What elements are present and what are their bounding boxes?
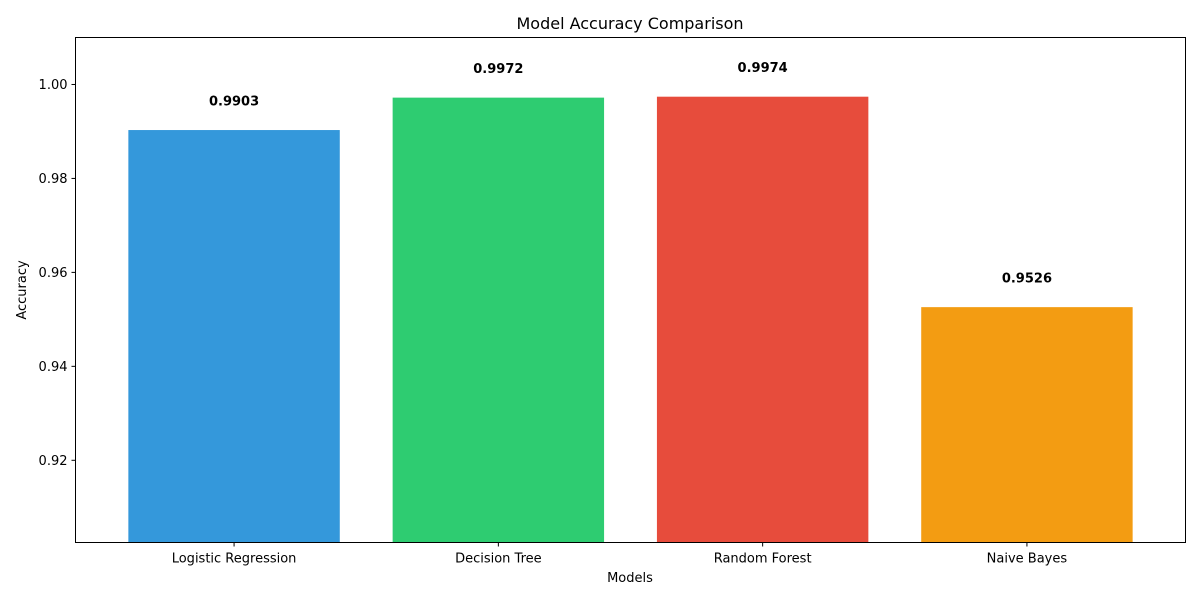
y-tick-label: 1.00 bbox=[39, 78, 68, 93]
x-tick-label-naive-bayes: Naive Bayes bbox=[987, 552, 1068, 567]
bar-naive-bayes bbox=[921, 307, 1133, 543]
y-tick-label: 0.94 bbox=[39, 360, 68, 375]
bar-logistic-regression bbox=[128, 130, 340, 543]
value-label-decision-tree: 0.9972 bbox=[473, 62, 523, 77]
bar-random-forest bbox=[656, 96, 869, 543]
value-label-logistic-regression: 0.9903 bbox=[209, 94, 259, 109]
y-axis-label: Accuracy bbox=[15, 260, 30, 320]
y-tick-label: 0.96 bbox=[39, 266, 68, 281]
x-axis-label: Models bbox=[607, 571, 653, 586]
bar-decision-tree bbox=[392, 97, 605, 543]
y-tick-label: 0.92 bbox=[39, 454, 68, 469]
y-axis-ticks: 0.92 0.94 0.96 0.98 1.00 bbox=[39, 78, 76, 469]
x-tick-label-random-forest: Random Forest bbox=[714, 552, 812, 567]
x-tick-label-logistic-regression: Logistic Regression bbox=[172, 552, 297, 567]
bars-group bbox=[128, 96, 1133, 543]
value-label-random-forest: 0.9974 bbox=[738, 61, 788, 76]
x-tick-label-decision-tree: Decision Tree bbox=[455, 552, 542, 567]
value-labels-group: 0.9903 0.9972 0.9974 0.9526 bbox=[209, 61, 1052, 286]
x-axis-ticks: Logistic Regression Decision Tree Random F… bbox=[172, 542, 1068, 567]
y-tick-label: 0.98 bbox=[39, 172, 68, 187]
plot-frame bbox=[75, 37, 1186, 543]
value-label-naive-bayes: 0.9526 bbox=[1002, 272, 1052, 287]
chart-title: Model Accuracy Comparison bbox=[516, 14, 743, 33]
